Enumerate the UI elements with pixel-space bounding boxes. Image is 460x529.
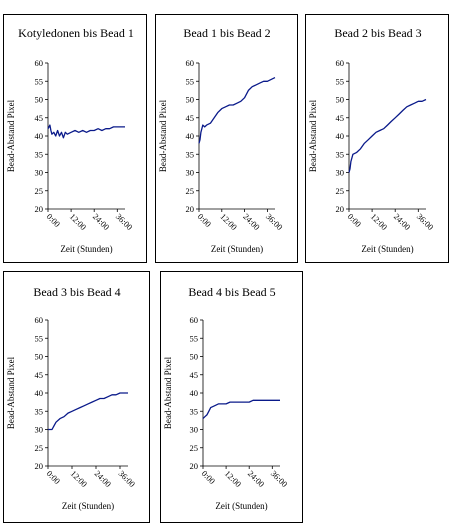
chart-title: Bead 3 bis Bead 4 [33, 285, 120, 299]
y-tick-label: 45 [336, 113, 345, 123]
x-tick-label: 12:00 [369, 211, 390, 232]
chart-svg: Bead 4 bis Bead 5 20 25 30 35 40 45 50 55 60 0:00 1… [163, 285, 290, 511]
y-tick-label: 60 [186, 58, 195, 68]
series-line [48, 392, 128, 431]
y-axis-label: Bead-Abstand Pixel [308, 99, 318, 172]
y-tick-label: 55 [336, 76, 345, 86]
x-tick-label: 24:00 [91, 211, 112, 232]
x-axis-label: Zeit (Stunden) [211, 244, 263, 254]
y-tick-label: 40 [186, 131, 195, 141]
x-tick-label: 12:00 [68, 211, 89, 232]
y-tick-label: 20 [186, 204, 195, 214]
y-tick-label: 30 [190, 425, 199, 435]
y-tick-label: 50 [336, 95, 345, 105]
series-line [202, 399, 280, 420]
y-tick-label: 40 [35, 388, 44, 398]
x-axis-label: Zeit (Stunden) [215, 501, 267, 511]
y-tick-label: 60 [35, 58, 44, 68]
y-tick-label: 20 [336, 204, 345, 214]
y-tick-label: 25 [336, 186, 345, 196]
y-tick-label: 60 [190, 315, 199, 325]
y-tick-label: 40 [35, 131, 44, 141]
x-axis-label: Zeit (Stunden) [62, 501, 114, 511]
y-tick-label: 50 [35, 352, 44, 362]
y-axis-label: Bead-Abstand Pixel [158, 99, 168, 172]
x-tick-label: 24:00 [93, 468, 114, 489]
chart-title: Bead 2 bis Bead 3 [334, 26, 421, 40]
y-tick-label: 30 [35, 168, 44, 178]
y-tick-label: 25 [35, 186, 44, 196]
x-tick-label: 0:00 [196, 211, 214, 229]
chart-title: Kotyledonen bis Bead 1 [18, 26, 134, 40]
y-tick-label: 25 [190, 443, 199, 453]
chart-panel-1: Kotyledonen bis Bead 1 20 25 30 35 40 45 50 55 60… [3, 14, 147, 263]
x-tick-label: 24:00 [392, 211, 413, 232]
y-tick-label: 20 [35, 204, 44, 214]
chart-panel-5: Bead 4 bis Bead 5 20 25 30 35 40 45 50 55 60 0:00 1… [160, 271, 303, 523]
y-tick-label: 30 [186, 168, 195, 178]
x-tick-label: 24:00 [246, 468, 267, 489]
y-tick-label: 60 [35, 315, 44, 325]
x-tick-label: 12:00 [218, 211, 239, 232]
x-tick-label: 12:00 [223, 468, 244, 489]
x-tick-label: 0:00 [200, 468, 218, 486]
series-line [348, 98, 427, 173]
chart-panel-4: Bead 3 bis Bead 4 20 25 30 35 40 45 50 55 60 0:00 1… [3, 271, 150, 523]
y-tick-label: 50 [35, 95, 44, 105]
chart-svg: Bead 3 bis Bead 4 20 25 30 35 40 45 50 55 60 0:00 1… [6, 285, 138, 511]
y-tick-label: 55 [186, 76, 195, 86]
x-tick-label: 36:00 [415, 211, 436, 232]
x-tick-label: 36:00 [117, 468, 138, 489]
x-tick-label: 12:00 [69, 468, 90, 489]
x-axis-label: Zeit (Stunden) [60, 244, 112, 254]
y-axis-label: Bead-Abstand Pixel [163, 356, 173, 429]
chart-svg: Bead 2 bis Bead 3 20 25 30 35 40 45 50 55 60 0:00 1… [308, 26, 436, 254]
y-tick-label: 20 [35, 461, 44, 471]
chart-title: Bead 4 bis Bead 5 [188, 285, 275, 299]
y-tick-label: 35 [190, 406, 199, 416]
y-tick-label: 35 [35, 149, 44, 159]
chart-panel-2: Bead 1 bis Bead 2 20 25 30 35 40 45 50 55 60 0:00 1… [155, 14, 298, 263]
chart-title: Bead 1 bis Bead 2 [183, 26, 270, 40]
y-tick-label: 50 [190, 352, 199, 362]
y-tick-label: 25 [35, 443, 44, 453]
y-tick-label: 35 [336, 149, 345, 159]
y-tick-label: 35 [186, 149, 195, 159]
y-tick-label: 50 [186, 95, 195, 105]
x-tick-label: 36:00 [114, 211, 135, 232]
y-tick-label: 55 [35, 76, 44, 86]
x-tick-label: 0:00 [45, 211, 63, 229]
chart-svg: Kotyledonen bis Bead 1 20 25 30 35 40 45 50 55 60… [6, 26, 135, 254]
y-axis-label: Bead-Abstand Pixel [6, 99, 16, 172]
x-tick-label: 36:00 [269, 468, 290, 489]
y-tick-label: 30 [336, 168, 345, 178]
y-axis-label: Bead-Abstand Pixel [6, 356, 16, 429]
y-tick-label: 40 [336, 131, 345, 141]
series-line [47, 124, 125, 139]
y-tick-label: 45 [190, 370, 199, 380]
y-tick-label: 40 [190, 388, 199, 398]
y-tick-label: 45 [35, 113, 44, 123]
chart-svg: Bead 1 bis Bead 2 20 25 30 35 40 45 50 55 60 0:00 1… [158, 26, 285, 254]
y-tick-label: 55 [190, 333, 199, 343]
y-tick-label: 45 [35, 370, 44, 380]
y-tick-label: 25 [186, 186, 195, 196]
x-tick-label: 0:00 [346, 211, 364, 229]
y-tick-label: 30 [35, 425, 44, 435]
x-tick-label: 0:00 [45, 468, 63, 486]
x-axis-label: Zeit (Stunden) [361, 244, 413, 254]
y-tick-label: 60 [336, 58, 345, 68]
y-tick-label: 35 [35, 406, 44, 416]
y-tick-label: 45 [186, 113, 195, 123]
x-tick-label: 36:00 [264, 211, 285, 232]
y-tick-label: 20 [190, 461, 199, 471]
x-tick-label: 24:00 [241, 211, 262, 232]
series-line [198, 77, 276, 144]
chart-panel-3: Bead 2 bis Bead 3 20 25 30 35 40 45 50 55 60 0:00 1… [305, 14, 449, 263]
y-tick-label: 55 [35, 333, 44, 343]
